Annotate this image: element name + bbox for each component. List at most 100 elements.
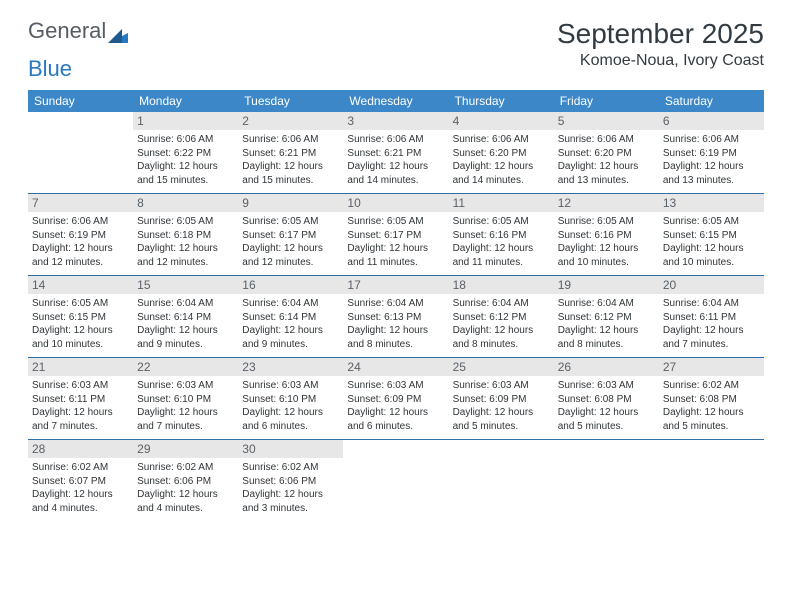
info-line: Sunset: 6:19 PM (663, 147, 760, 161)
day-info: Sunrise: 6:04 AMSunset: 6:12 PMDaylight:… (558, 297, 655, 351)
info-line: and 7 minutes. (137, 420, 234, 434)
info-line: Sunrise: 6:04 AM (347, 297, 444, 311)
info-line: Sunset: 6:09 PM (453, 393, 550, 407)
day-cell: 27Sunrise: 6:02 AMSunset: 6:08 PMDayligh… (659, 358, 764, 439)
day-info: Sunrise: 6:05 AMSunset: 6:18 PMDaylight:… (137, 215, 234, 269)
info-line: and 6 minutes. (347, 420, 444, 434)
day-info: Sunrise: 6:04 AMSunset: 6:12 PMDaylight:… (453, 297, 550, 351)
day-cell: 2Sunrise: 6:06 AMSunset: 6:21 PMDaylight… (238, 112, 343, 193)
info-line: Sunrise: 6:02 AM (137, 461, 234, 475)
info-line: and 10 minutes. (32, 338, 129, 352)
week-row: 21Sunrise: 6:03 AMSunset: 6:11 PMDayligh… (28, 358, 764, 440)
day-cell: 24Sunrise: 6:03 AMSunset: 6:09 PMDayligh… (343, 358, 448, 439)
day-info: Sunrise: 6:03 AMSunset: 6:10 PMDaylight:… (137, 379, 234, 433)
info-line: and 9 minutes. (242, 338, 339, 352)
info-line: Sunset: 6:06 PM (242, 475, 339, 489)
day-cell: 19Sunrise: 6:04 AMSunset: 6:12 PMDayligh… (554, 276, 659, 357)
info-line: Daylight: 12 hours (663, 242, 760, 256)
day-number: 2 (238, 112, 343, 130)
info-line: and 15 minutes. (137, 174, 234, 188)
info-line: Sunset: 6:20 PM (558, 147, 655, 161)
info-line: Sunset: 6:08 PM (558, 393, 655, 407)
day-info: Sunrise: 6:04 AMSunset: 6:14 PMDaylight:… (242, 297, 339, 351)
info-line: Daylight: 12 hours (558, 406, 655, 420)
day-number: 16 (238, 276, 343, 294)
day-number: 30 (238, 440, 343, 458)
dayhead-thu: Thursday (449, 90, 554, 112)
info-line: and 7 minutes. (32, 420, 129, 434)
info-line: Sunrise: 6:05 AM (663, 215, 760, 229)
day-info: Sunrise: 6:06 AMSunset: 6:20 PMDaylight:… (558, 133, 655, 187)
info-line: Sunrise: 6:04 AM (558, 297, 655, 311)
info-line: Sunrise: 6:05 AM (242, 215, 339, 229)
day-number: 22 (133, 358, 238, 376)
day-cell: 23Sunrise: 6:03 AMSunset: 6:10 PMDayligh… (238, 358, 343, 439)
info-line: Daylight: 12 hours (137, 406, 234, 420)
info-line: Daylight: 12 hours (32, 242, 129, 256)
info-line: Sunrise: 6:06 AM (663, 133, 760, 147)
info-line: Sunset: 6:10 PM (242, 393, 339, 407)
day-number: 10 (343, 194, 448, 212)
day-info: Sunrise: 6:05 AMSunset: 6:17 PMDaylight:… (347, 215, 444, 269)
info-line: and 8 minutes. (453, 338, 550, 352)
day-cell: 9Sunrise: 6:05 AMSunset: 6:17 PMDaylight… (238, 194, 343, 275)
day-info: Sunrise: 6:04 AMSunset: 6:14 PMDaylight:… (137, 297, 234, 351)
day-info: Sunrise: 6:06 AMSunset: 6:19 PMDaylight:… (663, 133, 760, 187)
info-line: Sunset: 6:13 PM (347, 311, 444, 325)
info-line: and 5 minutes. (453, 420, 550, 434)
info-line: Sunset: 6:21 PM (347, 147, 444, 161)
info-line: and 10 minutes. (663, 256, 760, 270)
day-number: 3 (343, 112, 448, 130)
day-cell: 6Sunrise: 6:06 AMSunset: 6:19 PMDaylight… (659, 112, 764, 193)
info-line: Daylight: 12 hours (32, 324, 129, 338)
day-info: Sunrise: 6:06 AMSunset: 6:22 PMDaylight:… (137, 133, 234, 187)
info-line: Sunrise: 6:03 AM (453, 379, 550, 393)
dayhead-tue: Tuesday (238, 90, 343, 112)
day-number: 26 (554, 358, 659, 376)
info-line: Sunset: 6:22 PM (137, 147, 234, 161)
info-line: and 13 minutes. (663, 174, 760, 188)
info-line: Daylight: 12 hours (453, 324, 550, 338)
day-info: Sunrise: 6:06 AMSunset: 6:21 PMDaylight:… (347, 133, 444, 187)
info-line: Sunrise: 6:05 AM (137, 215, 234, 229)
info-line: and 14 minutes. (453, 174, 550, 188)
info-line: Daylight: 12 hours (558, 160, 655, 174)
info-line: and 5 minutes. (558, 420, 655, 434)
info-line: Sunrise: 6:03 AM (558, 379, 655, 393)
info-line: Daylight: 12 hours (347, 324, 444, 338)
info-line: Sunrise: 6:05 AM (453, 215, 550, 229)
info-line: and 15 minutes. (242, 174, 339, 188)
info-line: and 5 minutes. (663, 420, 760, 434)
day-number: 25 (449, 358, 554, 376)
day-cell: 17Sunrise: 6:04 AMSunset: 6:13 PMDayligh… (343, 276, 448, 357)
info-line: Sunset: 6:10 PM (137, 393, 234, 407)
day-info: Sunrise: 6:05 AMSunset: 6:16 PMDaylight:… (558, 215, 655, 269)
day-cell: 25 Sunrise: 6:03 AMSunset: 6:09 PMDayligh… (449, 358, 554, 439)
day-cell: 28Sunrise: 6:02 AMSunset: 6:07 PMDayligh… (28, 440, 133, 521)
info-line: Daylight: 12 hours (137, 160, 234, 174)
day-info: Sunrise: 6:03 AMSunset: 6:10 PMDaylight:… (242, 379, 339, 433)
day-number: 8 (133, 194, 238, 212)
day-number: 11 (449, 194, 554, 212)
day-cell: 26 Sunrise: 6:03 AMSunset: 6:08 PMDayligh… (554, 358, 659, 439)
info-line: Sunrise: 6:03 AM (347, 379, 444, 393)
day-info: Sunrise: 6:05 AMSunset: 6:15 PMDaylight:… (32, 297, 129, 351)
info-line: Sunset: 6:09 PM (347, 393, 444, 407)
day-cell: 3 Sunrise: 6:06 AMSunset: 6:21 PMDaylight… (343, 112, 448, 193)
info-line: Daylight: 12 hours (453, 406, 550, 420)
info-line: and 14 minutes. (347, 174, 444, 188)
day-info: Sunrise: 6:02 AMSunset: 6:07 PMDaylight:… (32, 461, 129, 515)
info-line: and 11 minutes. (347, 256, 444, 270)
info-line: Daylight: 12 hours (242, 488, 339, 502)
day-cell: 5Sunrise: 6:06 AMSunset: 6:20 PMDaylight… (554, 112, 659, 193)
location-label: Komoe-Noua, Ivory Coast (557, 52, 764, 70)
info-line: and 4 minutes. (137, 502, 234, 516)
info-line: Sunrise: 6:06 AM (558, 133, 655, 147)
day-header-row: Sunday Monday Tuesday Wednesday Thursday… (28, 90, 764, 112)
info-line: Sunrise: 6:06 AM (32, 215, 129, 229)
info-line: Sunset: 6:18 PM (137, 229, 234, 243)
day-info: Sunrise: 6:03 AMSunset: 6:09 PMDaylight:… (453, 379, 550, 433)
day-info: Sunrise: 6:02 AMSunset: 6:08 PMDaylight:… (663, 379, 760, 433)
calendar-page: General September 2025 Komoe-Noua, Ivory… (0, 0, 792, 539)
info-line: Daylight: 12 hours (137, 324, 234, 338)
